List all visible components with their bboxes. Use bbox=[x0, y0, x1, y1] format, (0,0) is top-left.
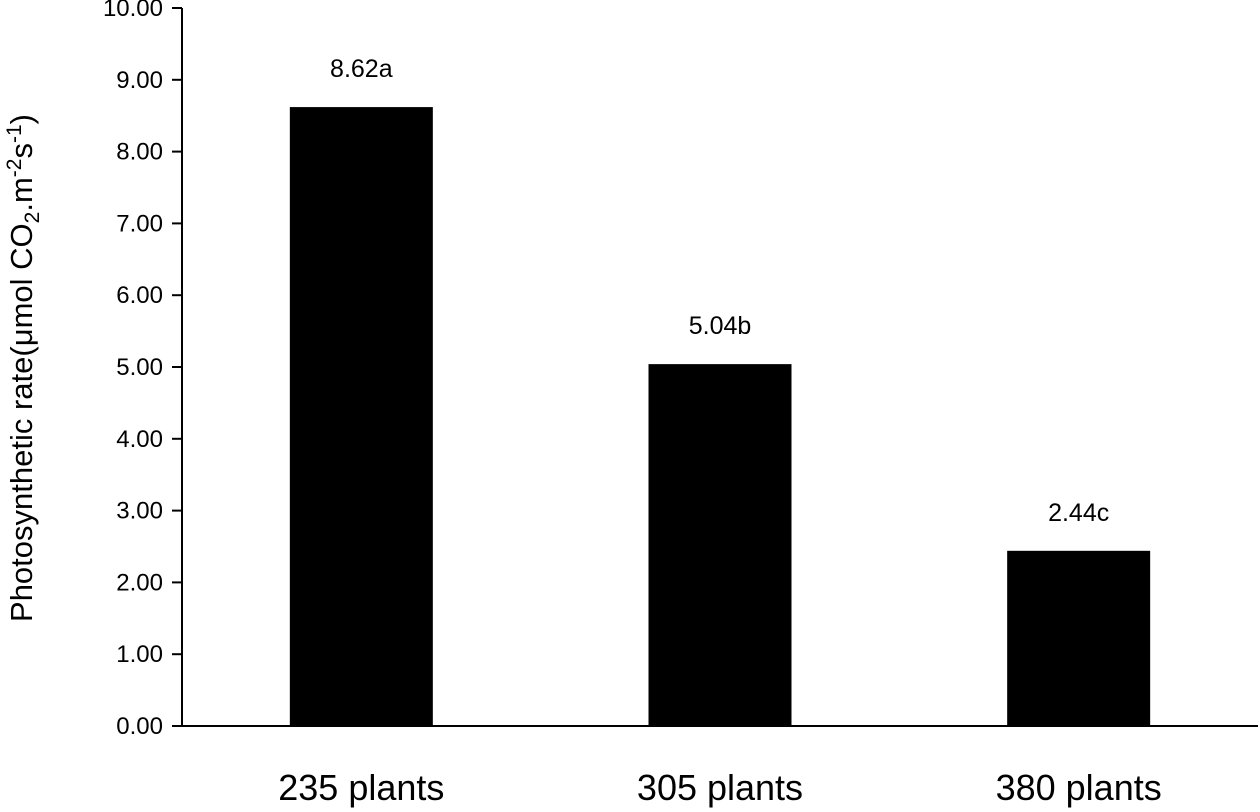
y-axis-title-sup2: -1 bbox=[3, 124, 26, 143]
y-axis-title-end: ) bbox=[4, 114, 39, 124]
y-tick-label: 0.00 bbox=[116, 713, 163, 740]
y-tick-label: 2.00 bbox=[116, 569, 163, 596]
y-tick-label: 4.00 bbox=[116, 426, 163, 453]
y-tick-label: 3.00 bbox=[116, 498, 163, 525]
y-axis-title-mid: .m bbox=[4, 177, 39, 211]
category-labels: 235 plants 305 plants 380 plants bbox=[278, 767, 1161, 808]
bar-value-label: 2.44c bbox=[1048, 499, 1109, 527]
y-axis-title-sub: 2 bbox=[21, 212, 44, 224]
data-labels: 8.62a 5.04b 2.44c bbox=[330, 55, 1109, 527]
bar bbox=[289, 107, 433, 727]
y-axis-title-sup1: -2 bbox=[3, 159, 26, 178]
y-tick-label: 9.00 bbox=[116, 67, 163, 94]
bar-value-label: 8.62a bbox=[330, 55, 393, 83]
x-category-label: 305 plants bbox=[637, 767, 803, 808]
y-tick-label: 5.00 bbox=[116, 354, 163, 381]
y-axis-title-prefix: Photosynthetic rate(μmol CO bbox=[4, 223, 39, 622]
y-tick-label: 10.00 bbox=[103, 0, 163, 22]
bar bbox=[1007, 550, 1151, 726]
y-tick-label: 8.00 bbox=[116, 139, 163, 166]
bar-value-label: 5.04b bbox=[689, 312, 752, 340]
y-tick-label: 7.00 bbox=[116, 210, 163, 237]
y-tick-label: 1.00 bbox=[116, 641, 163, 668]
bars bbox=[289, 107, 1151, 727]
y-axis-title-s: s bbox=[4, 143, 39, 159]
bar bbox=[648, 364, 792, 726]
x-category-label: 235 plants bbox=[278, 767, 444, 808]
x-category-label: 380 plants bbox=[996, 767, 1162, 808]
y-axis-ticks: 0.00 1.00 2.00 3.00 4.00 5.00 6.00 7.00 8.00 9.00… bbox=[103, 0, 182, 740]
y-tick-label: 6.00 bbox=[116, 282, 163, 309]
y-axis-title: Photosynthetic rate(μmol CO2.m-2s-1) bbox=[3, 114, 44, 622]
